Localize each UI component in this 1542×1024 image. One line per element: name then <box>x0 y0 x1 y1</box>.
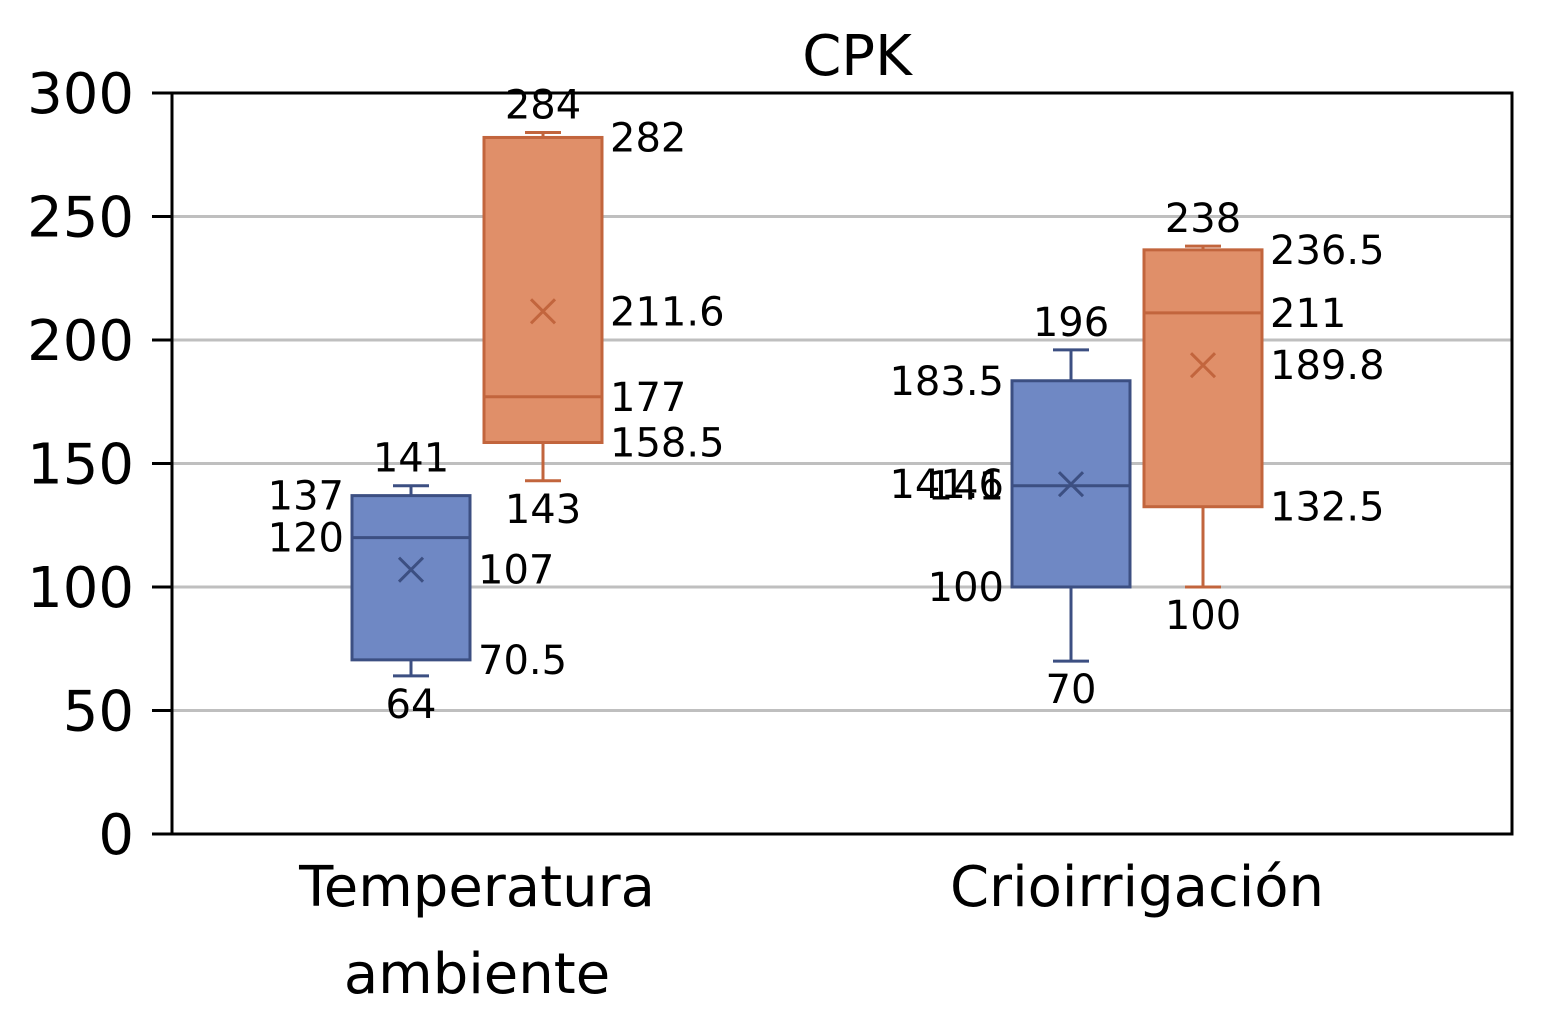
data-label: 70 <box>1046 667 1097 713</box>
iqr-box <box>482 135 604 445</box>
data-label: 183.5 <box>889 359 1004 405</box>
mean-marker <box>1057 471 1085 498</box>
data-label: 132.5 <box>1270 485 1385 531</box>
data-label: 158.5 <box>610 421 725 467</box>
x-tick-label: Crioirrigación <box>950 855 1324 920</box>
mean-marker <box>529 298 557 325</box>
iqr-box <box>1142 248 1264 509</box>
chart-title: CPK <box>802 24 913 89</box>
plot-frame <box>170 91 1514 836</box>
data-label: 137 <box>268 474 344 520</box>
data-label: 107 <box>478 548 554 594</box>
mean-marker <box>397 556 425 583</box>
y-tick-label: 50 <box>63 680 134 745</box>
data-label: 236.5 <box>1270 228 1385 274</box>
data-label: 141.6 <box>889 462 1004 508</box>
data-label: 196 <box>1033 300 1109 346</box>
data-label: 189.8 <box>1270 343 1385 389</box>
data-label: 143 <box>505 487 581 533</box>
box-series-1-0 <box>350 484 472 678</box>
data-label: 177 <box>610 375 686 421</box>
y-tick-label: 150 <box>27 433 134 498</box>
data-label: 100 <box>1165 593 1241 639</box>
data-label: 100 <box>928 565 1004 611</box>
box-series-1-1 <box>1010 348 1132 663</box>
x-tick-label: Temperatura <box>298 855 655 920</box>
data-label: 284 <box>505 83 581 129</box>
y-tick-label: 100 <box>27 556 134 621</box>
box-series-2-1 <box>1142 244 1264 589</box>
axes: 0 50 100 150 200 250 300 Temperatura ambiente Cri… <box>27 62 1514 1007</box>
data-label: 211.6 <box>610 289 725 335</box>
y-tick-label: 300 <box>27 62 134 127</box>
mean-marker <box>1189 352 1217 379</box>
data-label: 211 <box>1270 291 1346 337</box>
data-label: 282 <box>610 115 686 161</box>
data-label: 120 <box>268 516 344 562</box>
data-label: 238 <box>1165 196 1241 242</box>
data-label: 141 <box>373 436 449 482</box>
boxes <box>350 131 1264 678</box>
box-series-2-0 <box>482 131 604 483</box>
data-label: 70.5 <box>478 638 567 684</box>
y-tick-label: 200 <box>27 309 134 374</box>
y-tick-label: 0 <box>98 803 134 868</box>
y-tick-label: 250 <box>27 186 134 251</box>
x-tick-label: ambiente <box>344 942 610 1007</box>
data-label: 64 <box>386 682 437 728</box>
data-label: 141 <box>928 464 1004 510</box>
iqr-box <box>350 494 472 662</box>
